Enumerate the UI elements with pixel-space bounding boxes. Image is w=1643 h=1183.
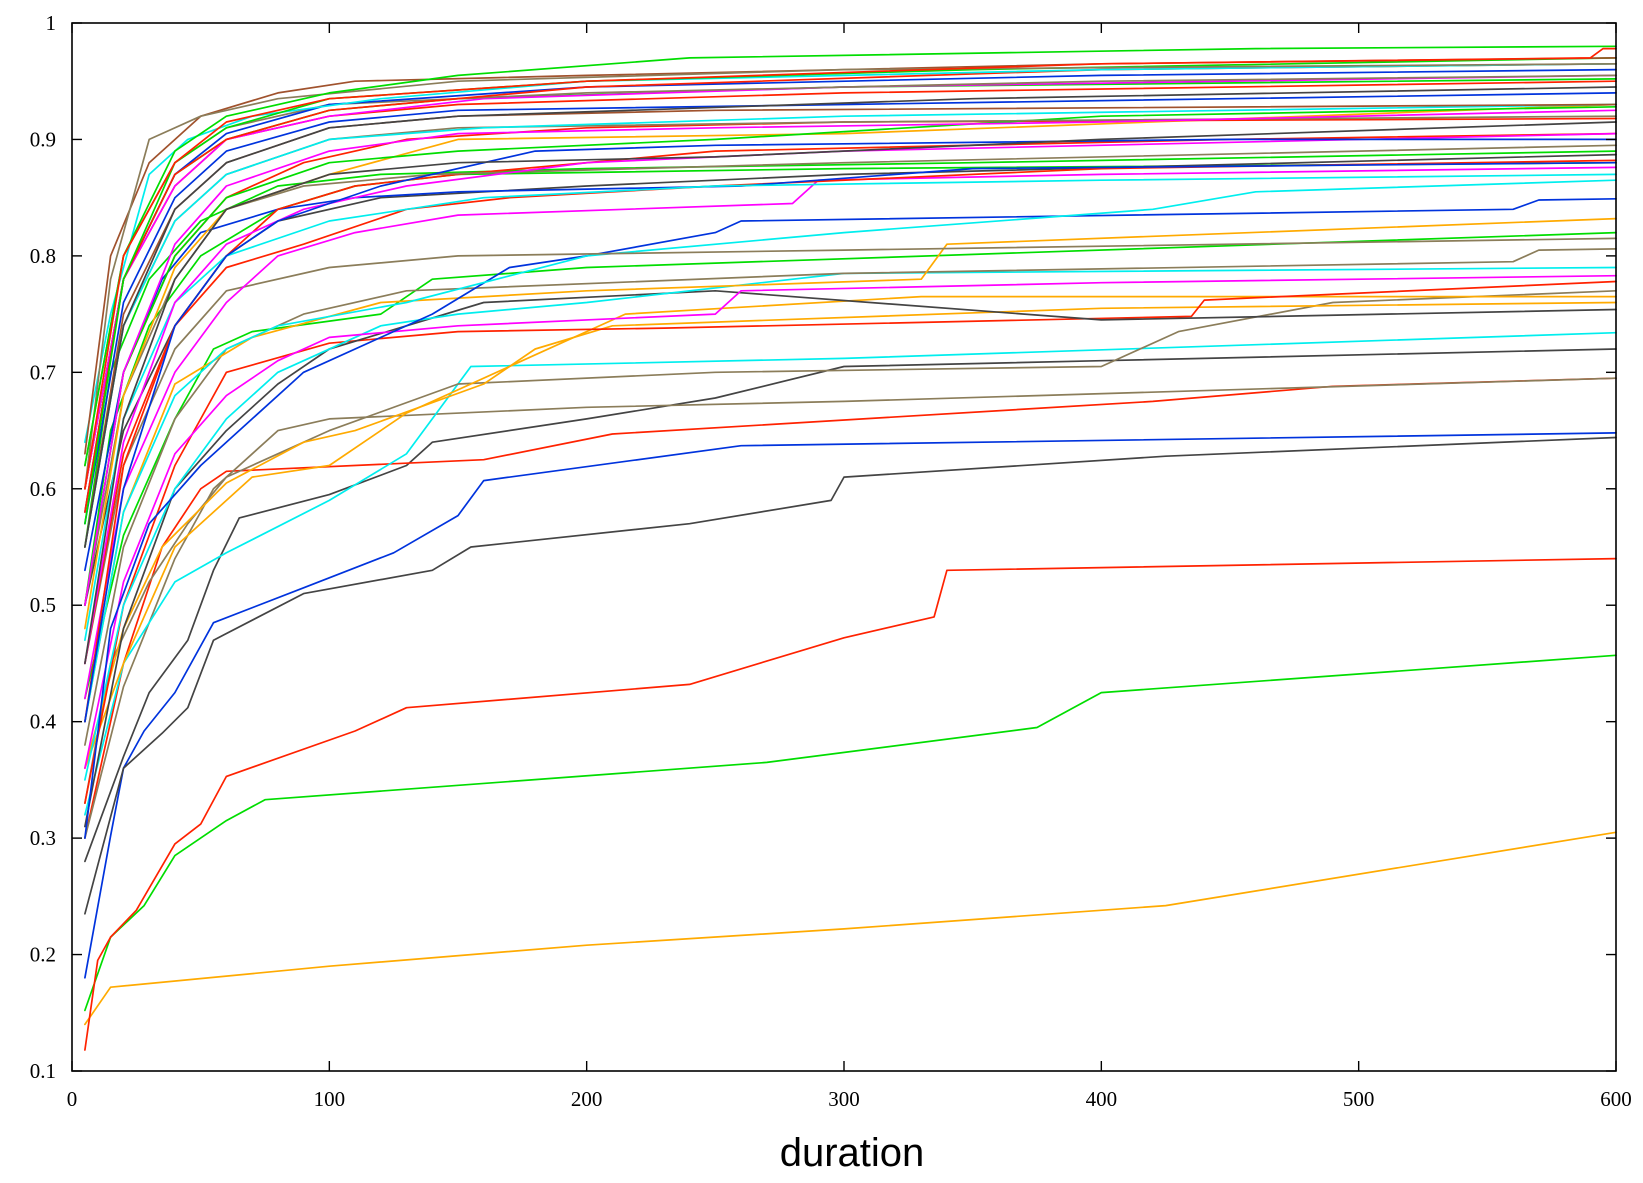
series-line-6 xyxy=(84,377,1617,839)
series-line-7 xyxy=(84,377,1617,839)
x-tick-label: 300 xyxy=(828,1087,860,1111)
x-tick-label: 500 xyxy=(1343,1087,1375,1111)
series-line-0 xyxy=(84,831,1617,1026)
series-line-37 xyxy=(84,115,1617,548)
series-line-14 xyxy=(84,266,1617,781)
x-tick-label: 0 xyxy=(67,1087,78,1111)
series-line-2 xyxy=(84,557,1617,1051)
series-line-29 xyxy=(84,132,1617,723)
series-line-21 xyxy=(84,237,1617,665)
series-line-28 xyxy=(84,150,1617,548)
series-line-54 xyxy=(84,47,1617,490)
series-line-38 xyxy=(84,109,1617,607)
series-line-41 xyxy=(84,92,1617,525)
series-line-25 xyxy=(84,159,1617,665)
y-tick-label: 0.7 xyxy=(30,360,56,384)
x-axis-title: duration xyxy=(780,1131,925,1175)
y-tick-label: 0.2 xyxy=(30,943,56,967)
series-line-53 xyxy=(84,45,1617,467)
series-layer xyxy=(84,45,1617,1051)
series-line-23 xyxy=(84,166,1617,700)
y-tick-label: 0.6 xyxy=(30,477,56,501)
series-line-15 xyxy=(84,274,1617,770)
y-tick-label: 0.4 xyxy=(30,710,57,734)
series-line-20 xyxy=(84,179,1617,723)
x-tick-label: 100 xyxy=(314,1087,346,1111)
y-tick-label: 0.9 xyxy=(30,127,56,151)
series-line-30 xyxy=(84,144,1617,607)
series-line-32 xyxy=(84,138,1617,723)
series-line-1 xyxy=(84,654,1617,1012)
y-tick-label: 0.8 xyxy=(30,244,56,268)
series-line-16 xyxy=(84,231,1617,700)
y-tick-label: 0.1 xyxy=(30,1059,56,1083)
series-line-18 xyxy=(84,217,1617,723)
series-line-3 xyxy=(84,432,1617,979)
series-line-5 xyxy=(84,348,1617,863)
y-tick-label: 1 xyxy=(46,11,57,35)
series-line-11 xyxy=(84,301,1617,770)
x-tick-label: 400 xyxy=(1086,1087,1118,1111)
series-line-27 xyxy=(84,173,1617,642)
series-line-24 xyxy=(84,153,1617,607)
series-line-4 xyxy=(84,436,1617,915)
series-line-19 xyxy=(84,197,1617,839)
series-line-44 xyxy=(84,78,1617,490)
series-line-47 xyxy=(84,68,1617,513)
series-line-51 xyxy=(84,57,1617,455)
series-line-35 xyxy=(84,117,1617,607)
series-line-34 xyxy=(84,121,1617,665)
series-line-12 xyxy=(84,280,1617,805)
series-line-50 xyxy=(84,57,1617,525)
x-tick-label: 200 xyxy=(571,1087,603,1111)
x-tick-label: 600 xyxy=(1600,1087,1632,1111)
series-line-10 xyxy=(84,295,1617,770)
series-line-42 xyxy=(84,86,1617,548)
y-tick-label: 0.5 xyxy=(30,593,56,617)
y-tick-label: 0.3 xyxy=(30,826,56,850)
series-line-17 xyxy=(84,248,1617,746)
series-line-43 xyxy=(84,80,1617,490)
axis-layer: 0 100 200 300 400 500 600 0.1 0.2 0.3 0.4 0.5 0.6 0.7… xyxy=(30,11,1632,1111)
series-line-9 xyxy=(84,289,1617,805)
series-line-52 xyxy=(84,62,1617,490)
series-line-8 xyxy=(84,331,1617,816)
